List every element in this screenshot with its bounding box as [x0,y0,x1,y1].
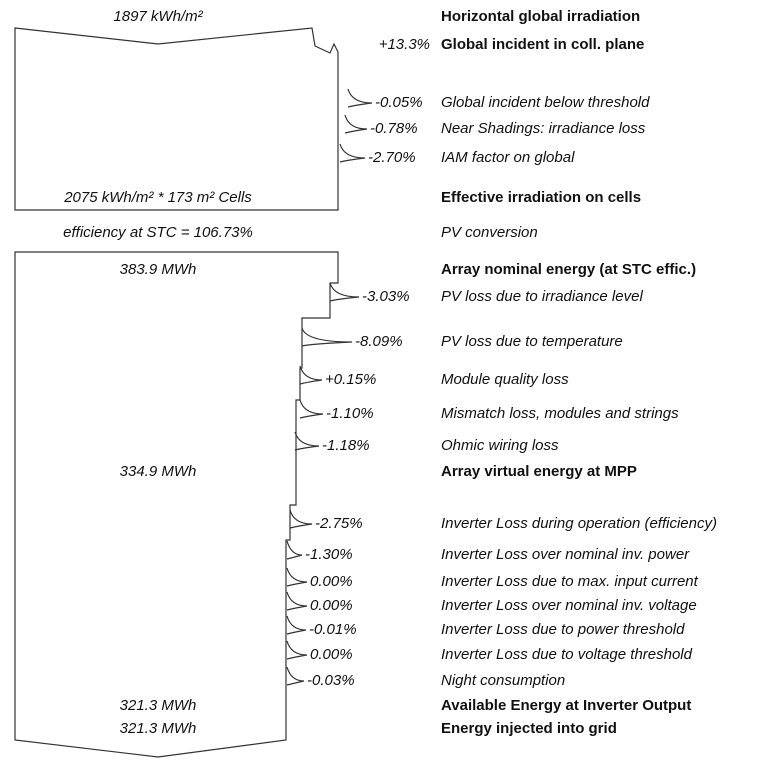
change: -1.30% [305,546,353,563]
change: +13.3% [379,36,430,53]
change: 0.00% [310,646,353,663]
label: Array nominal energy (at STC effic.) [441,261,696,278]
change: -2.70% [368,149,416,166]
loss-arrow [286,591,308,611]
irradiation-block [14,27,339,211]
label: Effective irradiation on cells [441,189,641,206]
label: Night consumption [441,672,565,689]
loss-arrow [347,88,373,108]
change: -8.09% [355,333,403,350]
label: Global incident below threshold [441,94,650,111]
change: 0.00% [310,573,353,590]
label: Near Shadings: irradiance loss [441,120,646,137]
loss-arrow [286,615,307,635]
loss-arrow [286,666,305,686]
change: -1.10% [326,405,374,422]
amount: 321.3 MWh [120,720,197,737]
label: Inverter Loss during operation (efficien… [441,515,717,532]
label: Inverter Loss due to max. input current [441,573,699,590]
label: Array virtual energy at MPP [441,463,637,480]
label: Ohmic wiring loss [441,437,559,454]
loss-arrow [301,327,353,347]
change: 0.00% [310,597,353,614]
change: -0.78% [370,120,418,137]
change: -0.03% [307,672,355,689]
label: PV loss due to irradiance level [441,288,643,305]
loss-arrow [299,365,323,385]
loss-arrow [289,509,313,529]
energy-block [14,251,339,758]
change: -3.03% [362,288,410,305]
label: PV loss due to temperature [441,333,623,350]
loss-arrow [344,114,368,134]
loss-arrow [286,640,308,660]
label: Inverter Loss over nominal inv. power [441,546,690,563]
label: Inverter Loss due to voltage threshold [441,646,693,663]
label: Horizontal global irradiation [441,8,640,25]
rows: 1897 kWh/m² Horizontal global irradiation… [63,8,717,737]
change: -0.05% [375,94,423,111]
label: PV conversion [441,224,538,241]
label: Energy injected into grid [441,720,617,737]
loss-arrow [329,282,360,302]
loss-arrow [339,143,366,163]
label: Module quality loss [441,371,569,388]
loss-arrow [299,399,324,419]
amount: 334.9 MWh [120,463,197,480]
label: IAM factor on global [441,149,575,166]
amount: 2075 kWh/m² * 173 m² Cells [63,189,252,206]
change: -2.75% [315,515,363,532]
loss-arrow [286,567,308,587]
loss-arrow [286,540,303,560]
label: Inverter Loss due to power threshold [441,621,685,638]
change: +0.15% [325,371,376,388]
loss-arrow [294,431,320,451]
label: Available Energy at Inverter Output [441,697,691,714]
label: Mismatch loss, modules and strings [441,405,679,422]
label: Inverter Loss over nominal inv. voltage [441,597,697,614]
amount: efficiency at STC = 106.73% [63,224,253,241]
amount: 1897 kWh/m² [113,8,203,25]
label: Global incident in coll. plane [441,36,644,53]
amount: 321.3 MWh [120,697,197,714]
change: -0.01% [309,621,357,638]
change: -1.18% [322,437,370,454]
amount: 383.9 MWh [120,261,197,278]
